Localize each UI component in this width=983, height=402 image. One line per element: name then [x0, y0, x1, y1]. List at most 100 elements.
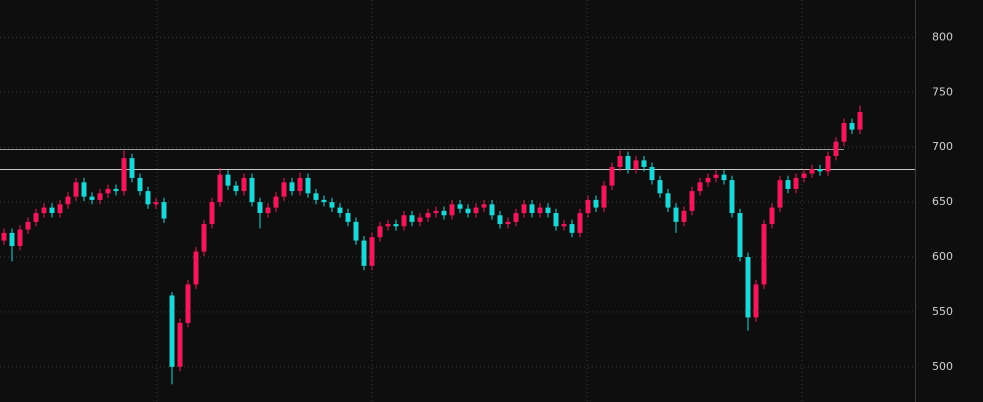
candle-body [337, 207, 343, 214]
y-tick-label: 500 [932, 360, 953, 373]
candle-body [705, 177, 711, 183]
y-tick-label: 600 [932, 250, 953, 263]
candle-body [849, 123, 855, 130]
y-tick-label: 550 [932, 305, 953, 318]
candle-body [697, 182, 703, 192]
candle-body [305, 177, 311, 194]
candle-body [481, 204, 487, 208]
candle-body [833, 141, 839, 156]
candle-body [217, 174, 223, 203]
candle-body [201, 224, 207, 252]
candle-body [825, 155, 831, 172]
candle-body [529, 204, 535, 214]
candle-body [425, 213, 431, 218]
candle-body [385, 224, 391, 227]
candle-body [321, 199, 327, 203]
candle-body [457, 204, 463, 209]
candle-body [377, 226, 383, 238]
candle-body [489, 204, 495, 216]
candle-body [65, 196, 71, 205]
candle-body [281, 182, 287, 197]
candle-body [89, 196, 95, 200]
candle-body [593, 199, 599, 208]
candle-body [553, 213, 559, 227]
candle-body [857, 112, 863, 130]
candle-body [465, 208, 471, 214]
candle-body [129, 158, 135, 178]
candle-body [737, 213, 743, 258]
candle-body [105, 188, 111, 194]
candle-body [241, 177, 247, 192]
candle-body [57, 204, 63, 214]
candle-body [289, 182, 295, 192]
candle-body [73, 182, 79, 197]
candle-body [249, 177, 255, 203]
candle-body [113, 188, 119, 192]
candle-body [121, 158, 127, 192]
candle-body [769, 207, 775, 225]
candle-body [369, 237, 375, 266]
y-tick-label: 700 [932, 140, 953, 153]
candle-body [41, 207, 47, 214]
candle-body [297, 177, 303, 192]
candle-body [409, 215, 415, 222]
candle-body [761, 224, 767, 285]
candle-body [585, 199, 591, 214]
candle-body [633, 160, 639, 170]
candle-body [81, 182, 87, 197]
candle-body [441, 210, 447, 216]
candle-body [609, 166, 615, 186]
candle-body [817, 169, 823, 172]
candle-body [265, 207, 271, 214]
candle-body [577, 213, 583, 233]
candle-body [809, 169, 815, 174]
candle-body [793, 177, 799, 189]
candle-body [145, 191, 151, 205]
candle-body [521, 204, 527, 214]
candle-body [361, 240, 367, 266]
candle-body [25, 221, 31, 230]
candle-body [153, 202, 159, 205]
candle-body [401, 215, 407, 227]
candle-body [625, 155, 631, 170]
candle-body [569, 224, 575, 233]
candle-body [473, 207, 479, 214]
candle-body [313, 193, 319, 200]
candle-body [681, 210, 687, 222]
y-tick-label: 800 [932, 30, 953, 43]
candle-body [393, 224, 399, 227]
candle-body [353, 221, 359, 241]
candle-body [33, 213, 39, 222]
candle-body [193, 251, 199, 285]
candle-body [721, 174, 727, 181]
candle-body [329, 202, 335, 208]
candle-body [785, 180, 791, 189]
candle-body [233, 185, 239, 192]
candle-body [545, 207, 551, 214]
candle-body [601, 185, 607, 208]
candle-body [185, 284, 191, 323]
candle-body [689, 191, 695, 211]
candle-body [641, 160, 647, 167]
candle-body [1, 232, 7, 241]
candle-body [729, 180, 735, 214]
candle-body [225, 174, 231, 186]
candle-body [9, 232, 15, 247]
candle-body [505, 221, 511, 225]
candle-body [417, 217, 423, 222]
candle-body [649, 166, 655, 181]
candle-body [777, 180, 783, 208]
candle-body [49, 207, 55, 214]
candle-body [657, 180, 663, 194]
candle-body [617, 155, 623, 167]
candle-body [97, 193, 103, 200]
candle-body [801, 173, 807, 178]
candle-body [513, 213, 519, 222]
candle-body [673, 207, 679, 222]
candle-body [169, 295, 175, 367]
candle-body [345, 213, 351, 222]
candle-body [665, 193, 671, 208]
candle-body [161, 202, 167, 219]
y-tick-label: 650 [932, 195, 953, 208]
candle-body [713, 174, 719, 178]
